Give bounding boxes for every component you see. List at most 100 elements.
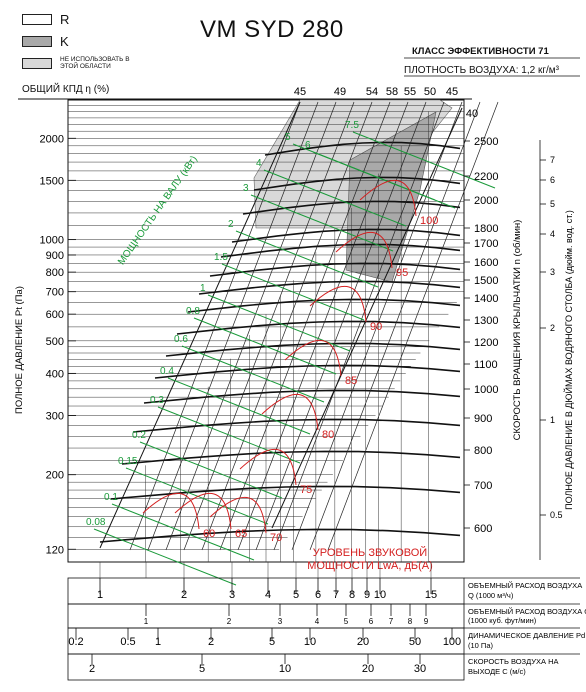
- system-line: [147, 101, 319, 551]
- y-tick-label: 120: [46, 544, 64, 556]
- power-label-0.08: 0.08: [86, 517, 106, 528]
- fan-curve-1500: [198, 280, 461, 295]
- power-label-0.3: 0.3: [150, 395, 164, 406]
- legend-swatch-r: [22, 14, 52, 25]
- scale0-tick-label: 3: [229, 589, 235, 601]
- power-label-6: 6: [305, 140, 311, 151]
- system-line: [219, 101, 391, 551]
- sound-label-80: 80: [322, 429, 334, 441]
- scale0-tick-label: 15: [425, 589, 437, 601]
- power-line-2: [235, 230, 379, 288]
- power-label-1.5: 1.5: [214, 252, 228, 263]
- power-label-0.4: 0.4: [160, 366, 174, 377]
- scale0-tick-label: 9: [364, 589, 370, 601]
- scale2-tick-label: 50: [409, 636, 421, 648]
- sound-label-95: 95: [396, 267, 408, 279]
- power-line-0.08: [93, 528, 237, 586]
- sound-curve-60: [142, 492, 200, 530]
- speed-axis: 2500 2200 2000 1800 1700 1600 1500 1400 1300 1200…: [463, 100, 523, 562]
- y-tick-label: 2000: [40, 133, 64, 145]
- y-tick-labels: 2000 1500 1000 900 800 700 600 500 400 300 200 120: [40, 133, 76, 556]
- scale-label-line2: Q (1000 м³/ч): [468, 591, 514, 600]
- system-line: [291, 101, 463, 551]
- y-tick-label: 1000: [40, 235, 64, 247]
- system-line: [183, 101, 355, 551]
- fan-curve-1200: [165, 342, 461, 357]
- power-label-7.5: 7.5: [345, 120, 359, 131]
- sound-label-60: 60: [203, 528, 215, 540]
- legend-swatch-avoid: [22, 57, 52, 69]
- sound-label-90: 90: [370, 321, 382, 333]
- sound-curve-100: [359, 179, 417, 217]
- scale2-tick-label: 100: [443, 636, 461, 648]
- scale1-tick-label: 7: [389, 617, 394, 626]
- boundary-left: [99, 101, 301, 549]
- y-axis-label: ПОЛНОЕ ДАВЛЕНИЕ Pt (Па): [14, 286, 25, 414]
- power-label-0.2: 0.2: [132, 430, 146, 441]
- power-label-0.8: 0.8: [186, 306, 200, 317]
- sound-axis-label-1: УРОВЕНЬ ЗВУКОВОЙ: [313, 546, 427, 559]
- scale2-tick-label: 0.2: [68, 636, 83, 648]
- legend-label-r: R: [60, 12, 70, 27]
- scale1-tick-label: 3: [278, 617, 283, 626]
- scale-row-frame: [67, 603, 465, 629]
- scale-label-line2: (10 Па): [468, 641, 493, 650]
- scale1-tick-label: 4: [315, 617, 320, 626]
- sound-label-100: 100: [420, 215, 438, 227]
- efficiency-class: КЛАСС ЭФФЕКТИВНОСТИ 71: [412, 46, 549, 57]
- power-line-4: [263, 169, 407, 227]
- y-tick-label: 1500: [40, 175, 64, 187]
- scale1-tick-label: 9: [424, 617, 429, 626]
- power-label-4: 4: [256, 158, 262, 169]
- scale-label-line1: СКОРОСТЬ ВОЗДУХА НА: [468, 657, 559, 666]
- efficiency-value-54: 54: [366, 86, 378, 98]
- chart-title: VM SYD 280: [200, 16, 344, 43]
- scale1-tick-label: 6: [369, 617, 374, 626]
- fan-curve-800: [121, 450, 461, 465]
- power-lines: 0.08 0.1 0.15 0.2 0.3 0.4 0.6 0.8 1 1.5 2 3 4 5 6 7.5: [86, 120, 496, 586]
- scale3-tick-label: 10: [279, 663, 291, 675]
- sound-curve-65: [174, 492, 232, 530]
- speed-tick-label: 1600: [474, 257, 498, 269]
- y-tick-label: 200: [46, 470, 64, 482]
- power-label-1: 1: [200, 283, 206, 294]
- scale3-tick-label: 2: [89, 663, 95, 675]
- scale0-tick-label: 6: [315, 589, 321, 601]
- sound-lines: 60 65 70 75 80 85 90 95 100 УРОВЕНЬ ЗВУКОВОЙМОЩНО…: [142, 179, 438, 572]
- system-line: [309, 101, 481, 551]
- efficiency-value-58: 58: [386, 86, 398, 98]
- speed-tick-label: 800: [474, 445, 492, 457]
- power-line-0.6: [181, 345, 325, 403]
- scale2-tick-label: 20: [357, 636, 369, 648]
- fan-curve-1400: [187, 298, 461, 313]
- legend-label-avoid: НЕ ИСПОЛЬЗОВАТЬ В ЭТОЙ ОБЛАСТИ: [60, 56, 130, 70]
- scale0-tick-label: 1: [97, 589, 103, 601]
- scale1-tick-label: 2: [227, 617, 232, 626]
- power-line-0.2: [139, 441, 283, 499]
- scale1-tick-label: 5: [344, 617, 349, 626]
- power-label-3: 3: [243, 183, 249, 194]
- speed-tick-label: 700: [474, 480, 492, 492]
- power-line-1.5: [221, 263, 365, 321]
- legend-k: K: [22, 34, 69, 49]
- inch-tick-label: 3: [550, 267, 555, 277]
- efficiency-value-50: 50: [424, 86, 436, 98]
- sound-curve-95: [335, 231, 393, 269]
- y-tick-label: 800: [46, 267, 64, 279]
- speed-tick-label: 1800: [474, 223, 498, 235]
- y-tick-label: 900: [46, 250, 64, 262]
- scale0-tick-label: 2: [181, 589, 187, 601]
- fan-curve-1300: [176, 320, 461, 335]
- scale2-tick-label: 1: [155, 636, 161, 648]
- inch-tick-label: 5: [550, 199, 555, 209]
- efficiency-value-55: 55: [404, 86, 416, 98]
- power-line-0.4: [167, 377, 311, 435]
- speed-tick-label: 2500: [474, 136, 498, 148]
- fan-curve-900: [132, 418, 461, 433]
- scale-row-frame: [67, 653, 465, 681]
- speed-tick-label: 1500: [474, 275, 498, 287]
- inch-tick-label: 0.5: [550, 510, 563, 520]
- efficiency-axis-label: ОБЩИЙ КПД η (%): [22, 84, 110, 95]
